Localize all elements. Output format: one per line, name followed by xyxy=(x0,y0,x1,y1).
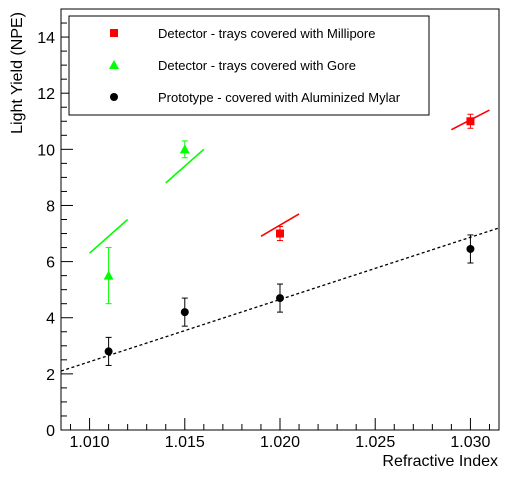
y-tick-label: 8 xyxy=(46,198,55,215)
y-tick-label: 12 xyxy=(37,86,55,103)
y-axis-label: Light Yield (NPE) xyxy=(9,12,26,134)
x-tick-label: 1.020 xyxy=(260,434,300,451)
x-axis-label: Refractive Index xyxy=(382,453,498,470)
data-point xyxy=(276,229,284,238)
data-points xyxy=(103,113,475,366)
axes: 0 2 4 6 8 10 12 14 1.010 1.015 1.020 1.025 1.030 xyxy=(37,8,491,451)
data-point xyxy=(466,244,475,253)
y-tick-label: 4 xyxy=(46,311,55,328)
legend-label: Prototype - covered with Aluminized Myla… xyxy=(158,90,401,105)
x-tick-label: 1.015 xyxy=(165,434,205,451)
y-tick-label: 2 xyxy=(46,367,55,384)
legend-label: Detector - trays covered with Gore xyxy=(158,58,356,73)
legend-marker xyxy=(110,93,118,101)
y-tick-label: 0 xyxy=(46,423,55,440)
x-tick-label: 1.010 xyxy=(70,434,110,451)
legend-marker xyxy=(109,60,119,69)
data-point xyxy=(179,144,190,154)
data-point xyxy=(180,308,189,317)
legend-box xyxy=(68,15,430,116)
data-point xyxy=(103,270,114,280)
y-tick-label: 14 xyxy=(37,30,55,47)
fit-segment xyxy=(165,148,205,184)
data-point xyxy=(276,294,284,303)
legend-marker xyxy=(110,29,118,37)
x-tick-label: 1.030 xyxy=(450,434,490,451)
fit-segment xyxy=(89,218,129,254)
data-point xyxy=(104,347,113,356)
data-point xyxy=(466,117,475,126)
fit-segment xyxy=(260,213,300,238)
y-tick-label: 6 xyxy=(46,255,55,272)
y-tick-label: 10 xyxy=(37,142,55,159)
x-tick-label: 1.025 xyxy=(355,434,395,451)
legend-label: Detector - trays covered with Millipore xyxy=(158,26,375,41)
legend: Detector - trays covered with Millipore D… xyxy=(68,15,430,116)
